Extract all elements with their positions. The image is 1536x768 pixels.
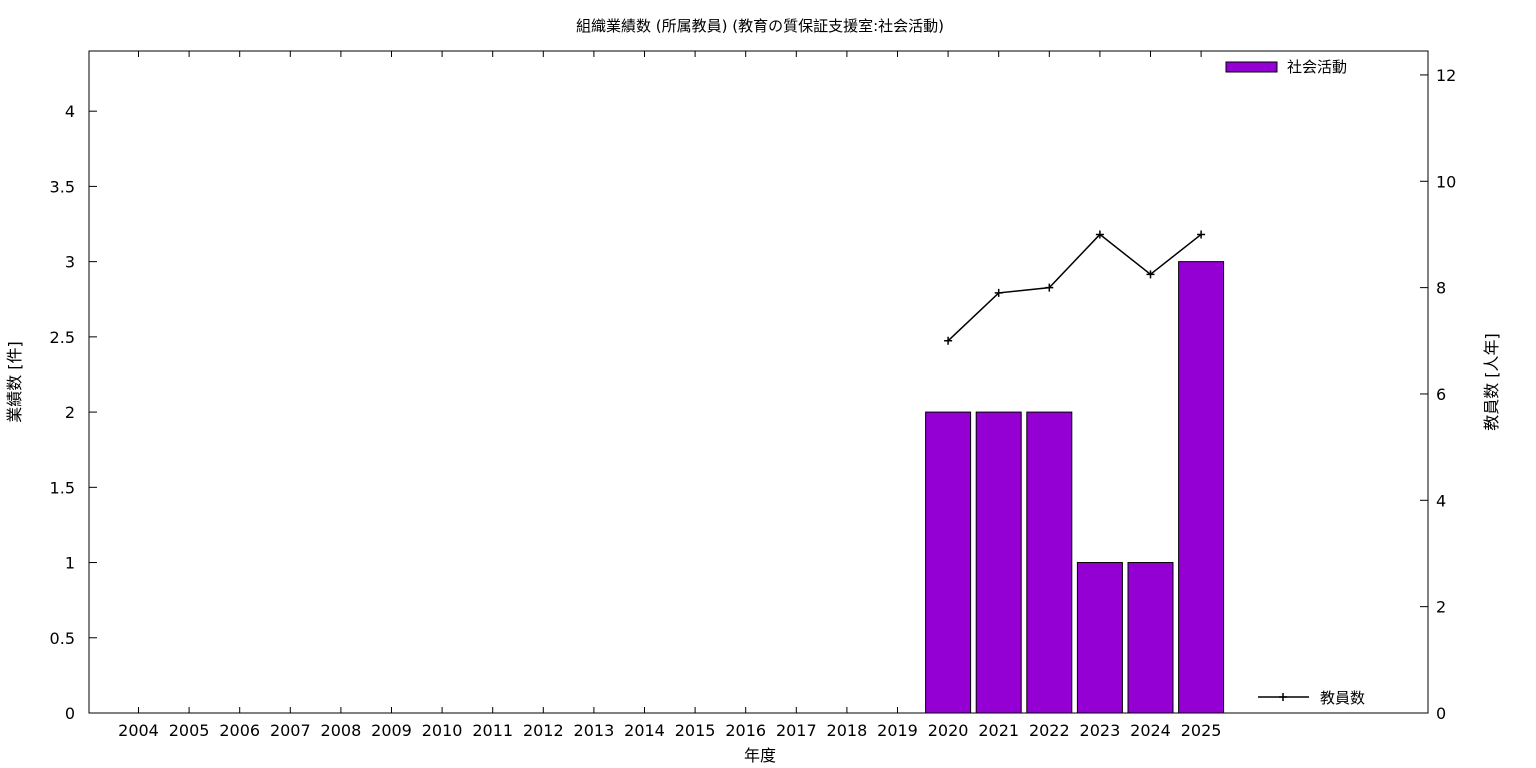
x-tick-label: 2011 bbox=[472, 721, 513, 740]
bar-2020 bbox=[925, 411, 972, 714]
x-tick-label: 2009 bbox=[371, 721, 412, 740]
y2-tick-label: 10 bbox=[1436, 172, 1456, 191]
y2-tick-label: 8 bbox=[1436, 279, 1446, 298]
y-tick-label: 4 bbox=[65, 102, 75, 121]
line-point bbox=[1197, 230, 1206, 239]
x-tick-label: 2010 bbox=[422, 721, 463, 740]
legend-label-bars: 社会活動 bbox=[1287, 58, 1347, 76]
x-tick-label: 2023 bbox=[1080, 721, 1121, 740]
y-axis-label: 業績数 [件] bbox=[5, 341, 24, 423]
x-tick-label: 2014 bbox=[624, 721, 665, 740]
x-tick-label: 2019 bbox=[877, 721, 918, 740]
plot-area: 2004 2005 2006 2007 2008 2009 2010 2011 2012 2013… bbox=[50, 50, 1456, 740]
x-tick-label: 2024 bbox=[1130, 721, 1171, 740]
y-tick-label: 1.5 bbox=[50, 478, 75, 497]
x-tick-label: 2006 bbox=[219, 721, 260, 740]
x-tick-label: 2020 bbox=[928, 721, 969, 740]
line-point bbox=[994, 288, 1003, 297]
y2-tick-label: 2 bbox=[1436, 598, 1446, 617]
x-tick-label: 2025 bbox=[1181, 721, 1222, 740]
y2-axis-label: 教員数 [人年] bbox=[1482, 333, 1501, 431]
line-point bbox=[1045, 283, 1054, 292]
y-tick-label: 3.5 bbox=[50, 177, 75, 196]
bar-2021 bbox=[975, 411, 1022, 714]
y-tick-label: 2.5 bbox=[50, 328, 75, 347]
x-tick-label: 2012 bbox=[523, 721, 564, 740]
x-tick-label: 2005 bbox=[169, 721, 210, 740]
bar-2022 bbox=[1026, 411, 1073, 714]
bar-2025 bbox=[1178, 261, 1225, 714]
bar-2023 bbox=[1076, 562, 1123, 714]
x-tick-label: 2018 bbox=[827, 721, 868, 740]
y-tick-label: 0 bbox=[65, 704, 75, 723]
x-tick-label: 2016 bbox=[725, 721, 766, 740]
chart-title: 組織業績数 (所属教員) (教育の質保証支援室:社会活動) bbox=[576, 17, 944, 35]
y-tick-label: 1 bbox=[65, 554, 75, 573]
y2-tick-label: 12 bbox=[1436, 66, 1456, 85]
line-point bbox=[944, 336, 953, 345]
x-tick-label: 2015 bbox=[675, 721, 716, 740]
x-tick-label: 2007 bbox=[270, 721, 311, 740]
plot-frame bbox=[88, 50, 1429, 714]
legend-swatch-bars bbox=[1225, 61, 1278, 73]
line-point bbox=[1146, 270, 1155, 279]
y2-tick-label: 6 bbox=[1436, 385, 1446, 404]
y-tick-label: 0.5 bbox=[50, 629, 75, 648]
legend: 社会活動 教員数 bbox=[1225, 58, 1365, 707]
x-tick-label: 2021 bbox=[978, 721, 1019, 740]
teacher-count-line bbox=[947, 233, 1202, 342]
x-tick-label: 2004 bbox=[118, 721, 159, 740]
y2-tick-label: 0 bbox=[1436, 704, 1446, 723]
x-tick-label: 2017 bbox=[776, 721, 817, 740]
y-tick-label: 2 bbox=[65, 403, 75, 422]
bar-2024 bbox=[1127, 562, 1174, 714]
line-point bbox=[1095, 230, 1104, 239]
x-axis-label: 年度 bbox=[744, 746, 776, 765]
legend-line-marker bbox=[1279, 693, 1287, 701]
legend-label-line: 教員数 bbox=[1320, 689, 1365, 707]
y2-tick-label: 4 bbox=[1436, 491, 1446, 510]
x-tick-label: 2013 bbox=[574, 721, 615, 740]
x-tick-label: 2008 bbox=[321, 721, 362, 740]
x-tick-label: 2022 bbox=[1029, 721, 1070, 740]
y-tick-label: 3 bbox=[65, 253, 75, 272]
